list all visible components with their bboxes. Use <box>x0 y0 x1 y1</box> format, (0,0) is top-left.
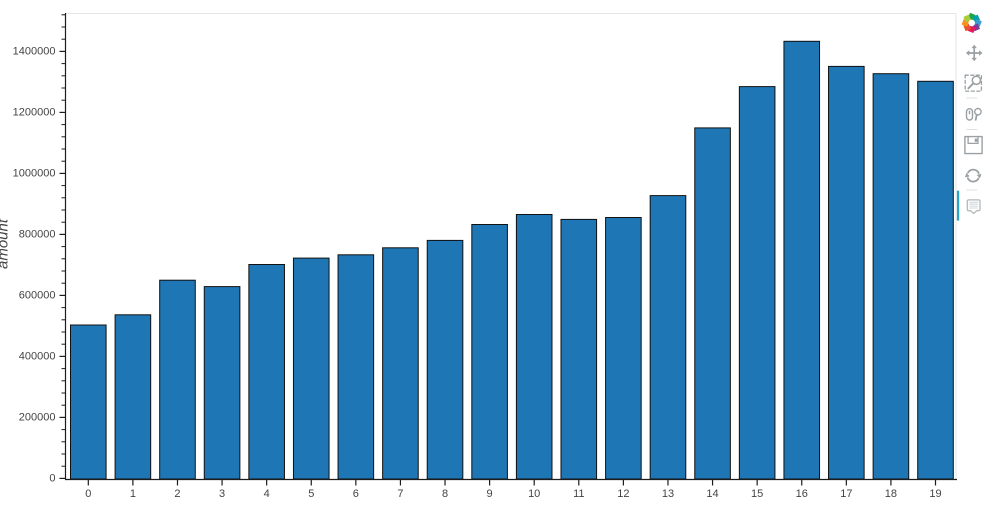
svg-text:19: 19 <box>929 488 941 500</box>
svg-text:11: 11 <box>573 488 584 500</box>
svg-text:6: 6 <box>353 488 359 500</box>
svg-text:17: 17 <box>840 488 852 500</box>
svg-text:1000000: 1000000 <box>13 167 56 179</box>
svg-text:10: 10 <box>528 488 540 500</box>
svg-text:1200000: 1200000 <box>13 106 56 118</box>
svg-text:200000: 200000 <box>19 411 56 423</box>
svg-text:1400000: 1400000 <box>13 45 56 57</box>
svg-text:14: 14 <box>706 488 718 500</box>
svg-text:7: 7 <box>397 488 403 500</box>
svg-text:4: 4 <box>264 488 270 500</box>
svg-text:13: 13 <box>662 488 674 500</box>
svg-text:16: 16 <box>796 488 808 500</box>
svg-text:5: 5 <box>308 488 314 500</box>
svg-text:15: 15 <box>751 488 763 500</box>
svg-text:1: 1 <box>130 488 136 500</box>
svg-text:18: 18 <box>885 488 897 500</box>
svg-text:3: 3 <box>219 488 225 500</box>
svg-text:2: 2 <box>174 488 180 500</box>
svg-text:400000: 400000 <box>19 350 56 362</box>
svg-text:0: 0 <box>85 488 91 500</box>
svg-text:600000: 600000 <box>19 289 56 301</box>
svg-text:8: 8 <box>442 488 448 500</box>
svg-text:9: 9 <box>487 488 493 500</box>
svg-text:amount: amount <box>0 218 12 269</box>
svg-text:0: 0 <box>49 472 55 484</box>
svg-text:12: 12 <box>617 488 629 500</box>
svg-text:800000: 800000 <box>19 228 56 240</box>
